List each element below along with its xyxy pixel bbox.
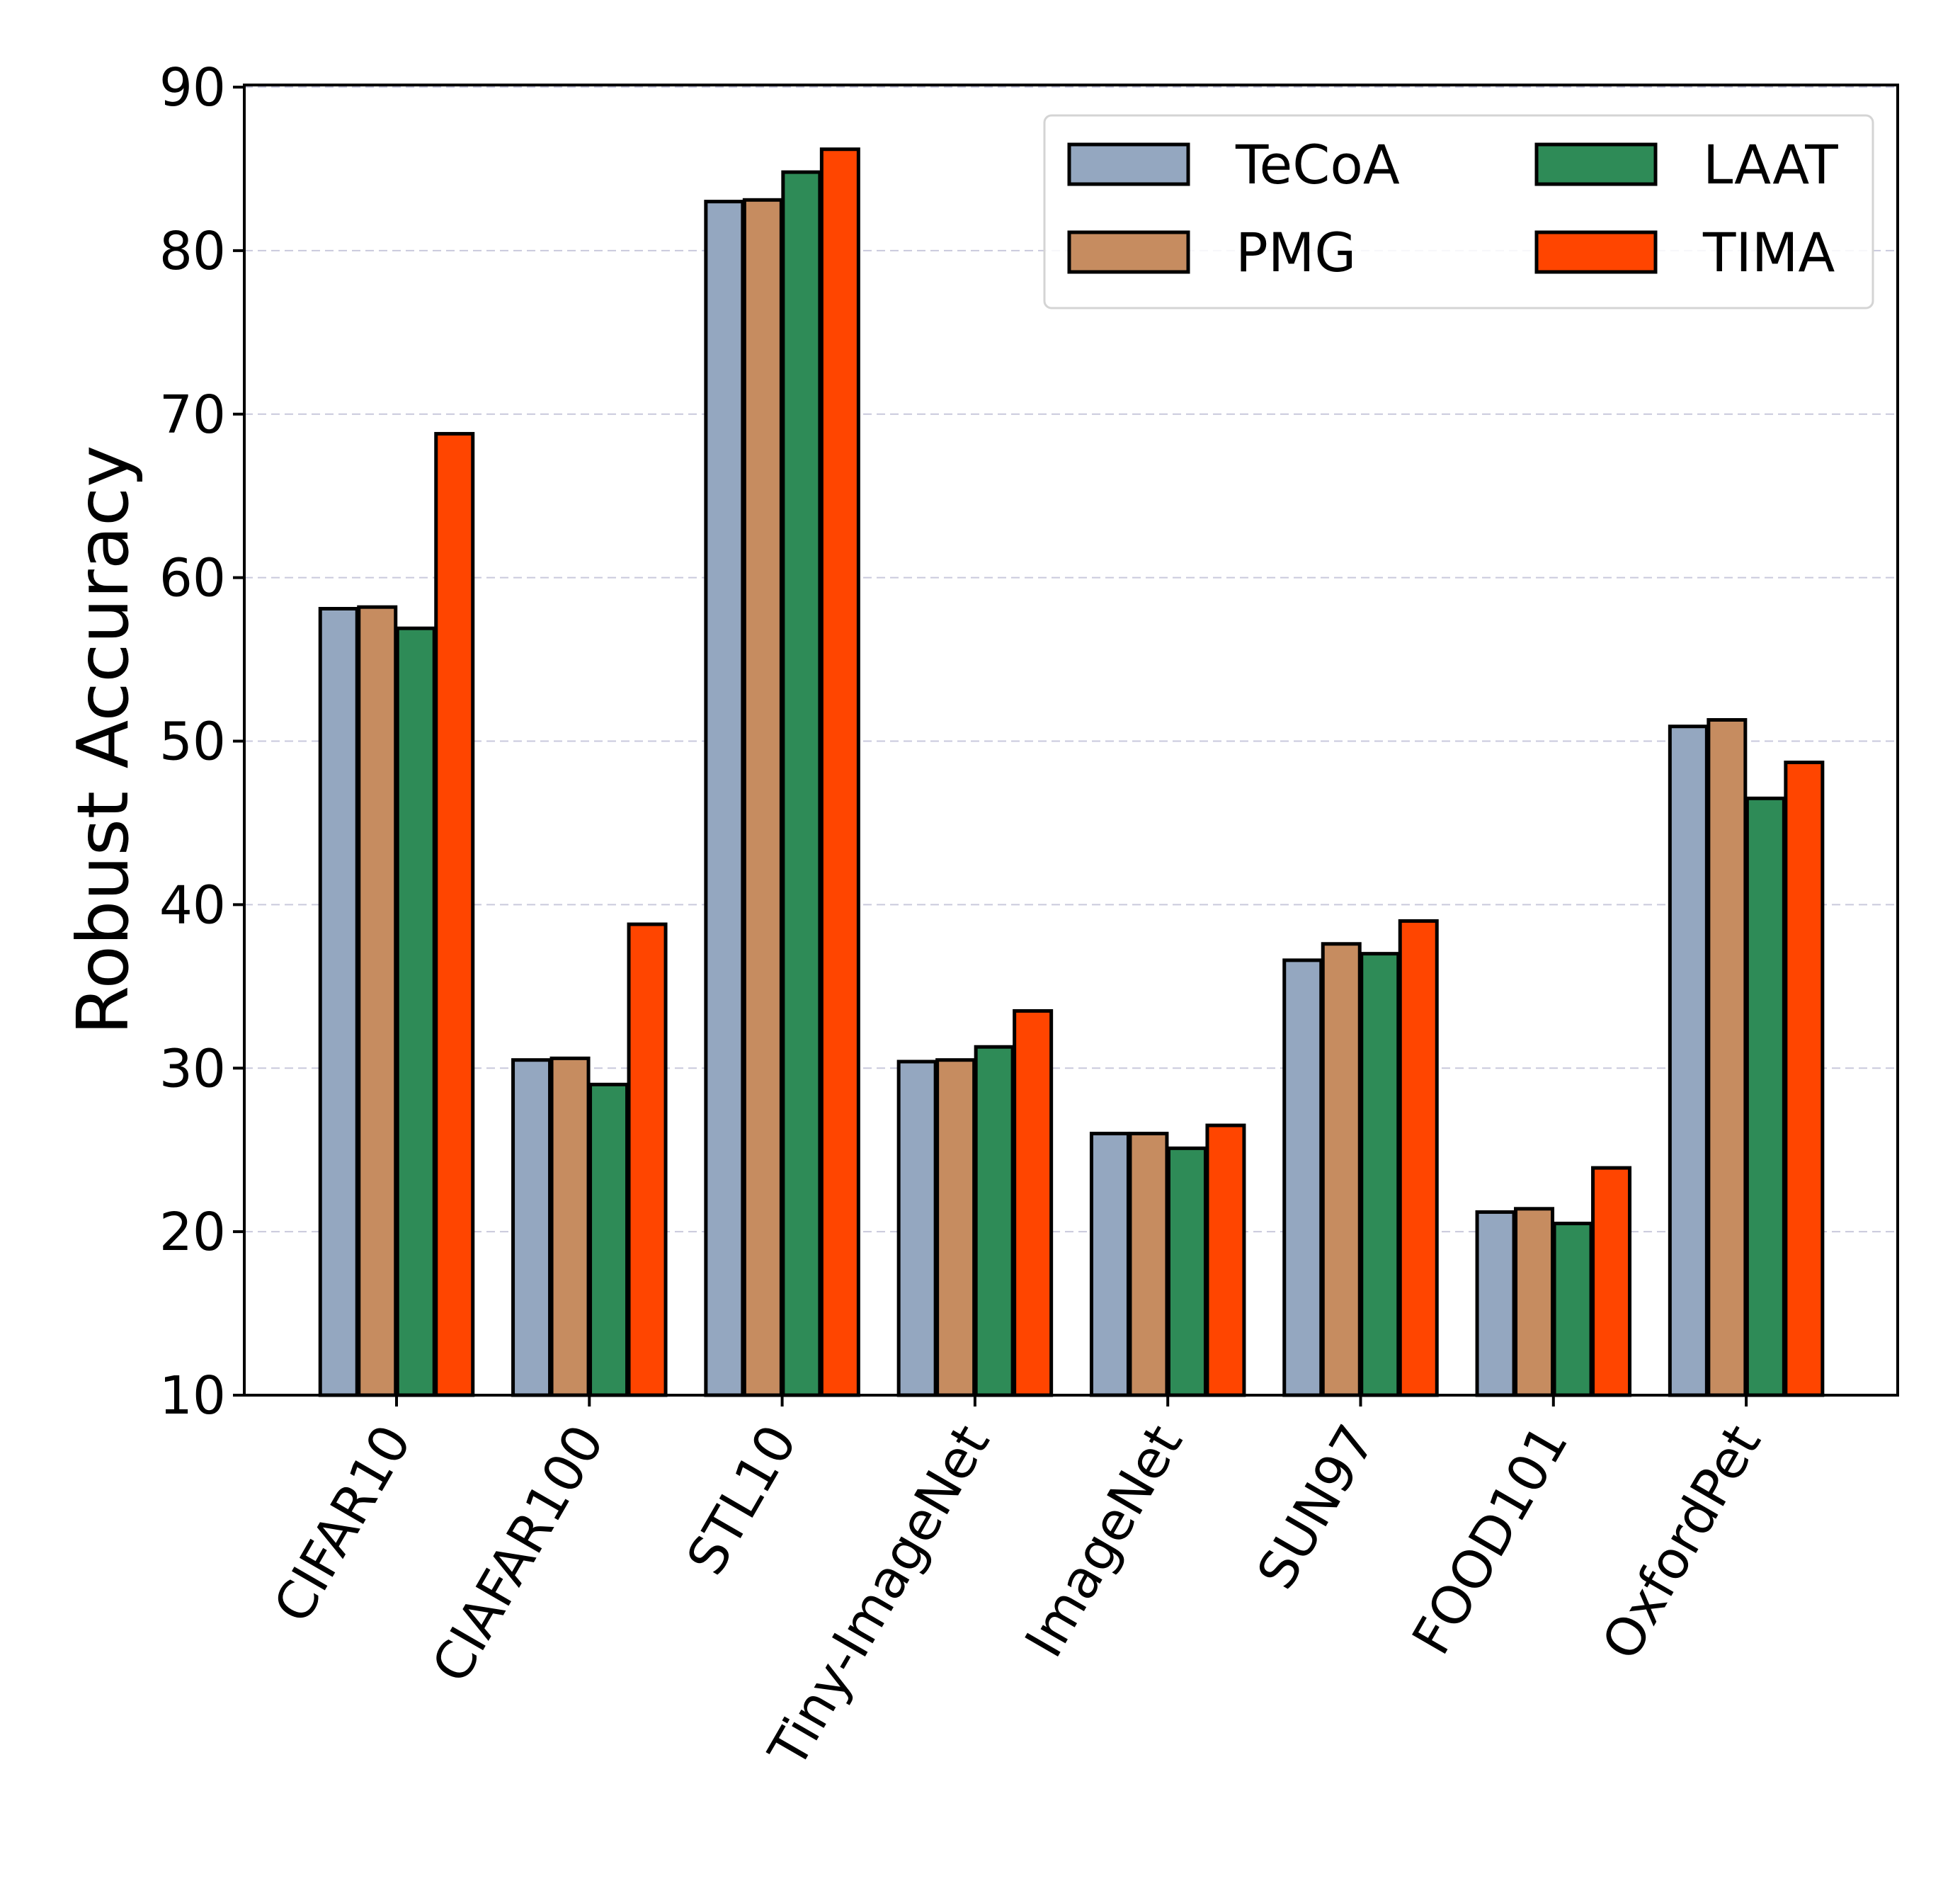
bar-tecoa-oxfordpet: [1668, 724, 1709, 1397]
legend-swatch-tima: [1534, 230, 1658, 274]
y-tick-label: 90: [159, 57, 226, 118]
legend-swatch-laat: [1534, 142, 1658, 186]
bar-tecoa-sun97: [1282, 958, 1323, 1397]
y-tick-label: 30: [159, 1038, 226, 1099]
bar-tima-sun97: [1398, 919, 1439, 1397]
legend: TeCoA PMG LAAT TIMA: [1043, 114, 1874, 309]
bar-laat-imagenet: [1166, 1146, 1207, 1397]
bar-pmg-cifar10: [357, 605, 398, 1397]
bar-laat-stl10: [781, 170, 822, 1397]
y-tick-label: 50: [159, 712, 226, 773]
legend-label-laat: LAAT: [1703, 133, 1838, 196]
bar-tecoa-ciafar100: [511, 1058, 552, 1397]
bar-tecoa-cifar10: [318, 606, 359, 1397]
bar-laat-oxfordpet: [1745, 796, 1786, 1397]
bar-laat-ciafar100: [588, 1082, 629, 1397]
bar-tima-ciafar100: [627, 922, 668, 1397]
bar-laat-cifar10: [395, 626, 436, 1397]
y-tick-label: 60: [159, 548, 226, 609]
bar-tima-imagenet: [1205, 1123, 1246, 1397]
bar-pmg-sun97: [1321, 942, 1362, 1397]
bar-pmg-stl10: [742, 198, 783, 1397]
bar-tima-tiny-imagenet: [1013, 1008, 1054, 1397]
bar-tecoa-food101: [1475, 1210, 1516, 1397]
legend-swatch-pmg: [1067, 230, 1190, 274]
y-tick-label: 20: [159, 1202, 226, 1263]
legend-label-tima: TIMA: [1702, 221, 1835, 284]
bar-pmg-tiny-imagenet: [935, 1058, 976, 1397]
y-tick-label: 40: [159, 875, 226, 936]
y-axis: 10 20 30 40 50 60 70 80 90: [159, 57, 244, 1426]
y-tick-label: 80: [159, 221, 226, 282]
bar-tima-stl10: [819, 147, 860, 1397]
bar-tecoa-imagenet: [1089, 1132, 1130, 1397]
bar-laat-tiny-imagenet: [974, 1045, 1015, 1397]
legend-box: [1043, 114, 1874, 309]
bar-pmg-food101: [1514, 1207, 1555, 1397]
legend-label-pmg: PMG: [1236, 221, 1356, 284]
legend-swatch-tecoa: [1067, 142, 1190, 186]
bar-pmg-ciafar100: [549, 1056, 591, 1397]
y-tick-label: 70: [159, 385, 226, 445]
bar-tima-cifar10: [434, 431, 475, 1397]
bar-tecoa-stl10: [704, 200, 745, 1397]
bar-laat-sun97: [1360, 952, 1401, 1397]
bar-pmg-imagenet: [1128, 1132, 1169, 1397]
bars: [318, 147, 1825, 1397]
y-axis-label: Robust Accuracy: [62, 445, 144, 1035]
y-tick-label: 10: [159, 1365, 226, 1426]
legend-label-tecoa: TeCoA: [1235, 133, 1400, 196]
bar-laat-food101: [1552, 1222, 1593, 1397]
bar-tecoa-tiny-imagenet: [896, 1059, 938, 1397]
bar-tima-oxfordpet: [1784, 761, 1825, 1397]
bar-pmg-oxfordpet: [1707, 717, 1748, 1397]
bar-tima-food101: [1591, 1166, 1632, 1397]
